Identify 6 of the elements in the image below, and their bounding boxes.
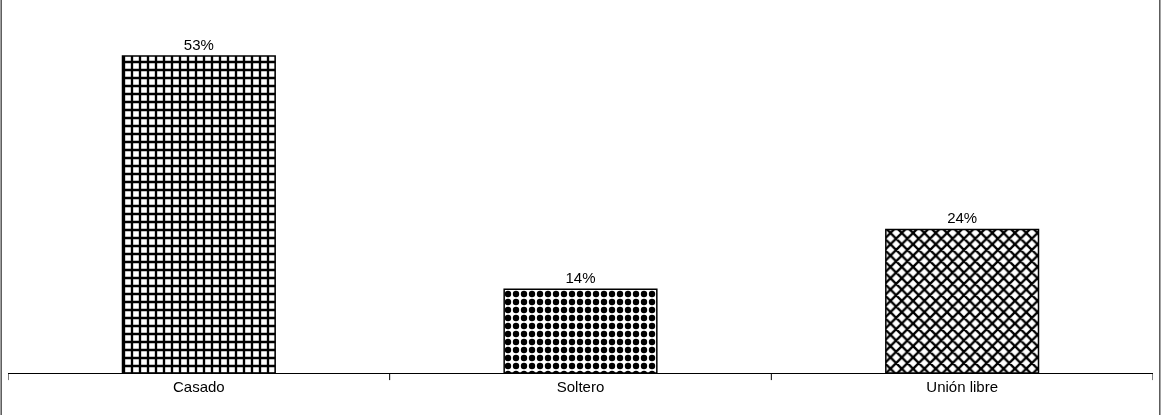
x-tick-label: Soltero	[556, 378, 605, 395]
data-label: 24%	[947, 209, 978, 227]
data-label: 14%	[565, 269, 596, 287]
x-tick-label: Unión libre	[926, 378, 999, 395]
x-tick-label: Casado	[172, 378, 225, 395]
data-label: 53%	[183, 36, 214, 54]
